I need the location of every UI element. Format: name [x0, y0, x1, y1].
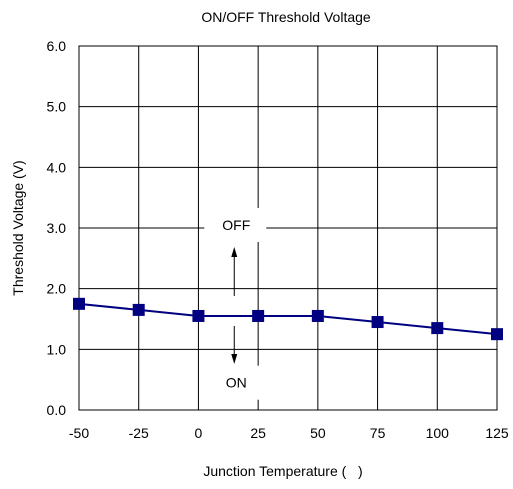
- data-point: [371, 316, 384, 329]
- x-tick-label: 100: [426, 425, 450, 441]
- arrow-down-head: [231, 354, 238, 364]
- annotation-box-on: [204, 365, 267, 400]
- data-point: [192, 309, 205, 322]
- data-point: [73, 297, 85, 310]
- y-tick-label: 0.0: [47, 402, 67, 418]
- y-tick-labels: 0.0 1.0 2.0 3.0 4.0 5.0 6.0: [47, 38, 67, 418]
- y-tick-label: 5.0: [47, 99, 67, 115]
- series-line: [78, 302, 498, 336]
- data-point: [132, 303, 145, 316]
- y-axis-label: Threshold Voltage (V): [10, 160, 26, 295]
- x-tick-label: -50: [69, 425, 89, 441]
- annotation-box-off: [204, 207, 267, 242]
- x-tick-label: 0: [195, 425, 203, 441]
- data-point: [431, 322, 444, 335]
- data-point: [491, 328, 503, 341]
- y-tick-label: 4.0: [47, 159, 67, 175]
- data-point: [252, 309, 265, 322]
- chart-title: ON/OFF Threshold Voltage: [201, 9, 371, 25]
- plot-frame: [78, 45, 498, 411]
- x-axis-label: Junction Temperature ( ): [203, 463, 362, 479]
- x-tick-labels: -50 -25 0 25 50 75 100 125: [69, 425, 509, 441]
- y-tick-label: 1.0: [47, 341, 67, 357]
- series-layer: [73, 297, 503, 341]
- x-tick-label: 125: [485, 425, 509, 441]
- y-tick-label: 2.0: [47, 281, 67, 297]
- x-tick-label: 50: [310, 425, 326, 441]
- grid: [78, 45, 498, 411]
- data-point: [311, 309, 324, 322]
- y-tick-label: 6.0: [47, 38, 67, 54]
- x-tick-label: 75: [370, 425, 386, 441]
- y-tick-label: 3.0: [47, 220, 67, 236]
- annotations: OFF ON: [204, 207, 267, 400]
- arrow-up-head: [231, 247, 238, 257]
- x-tick-label: -25: [129, 425, 149, 441]
- x-tick-label: 25: [250, 425, 266, 441]
- annotation-off-label: OFF: [222, 217, 250, 233]
- annotation-on-label: ON: [226, 375, 247, 391]
